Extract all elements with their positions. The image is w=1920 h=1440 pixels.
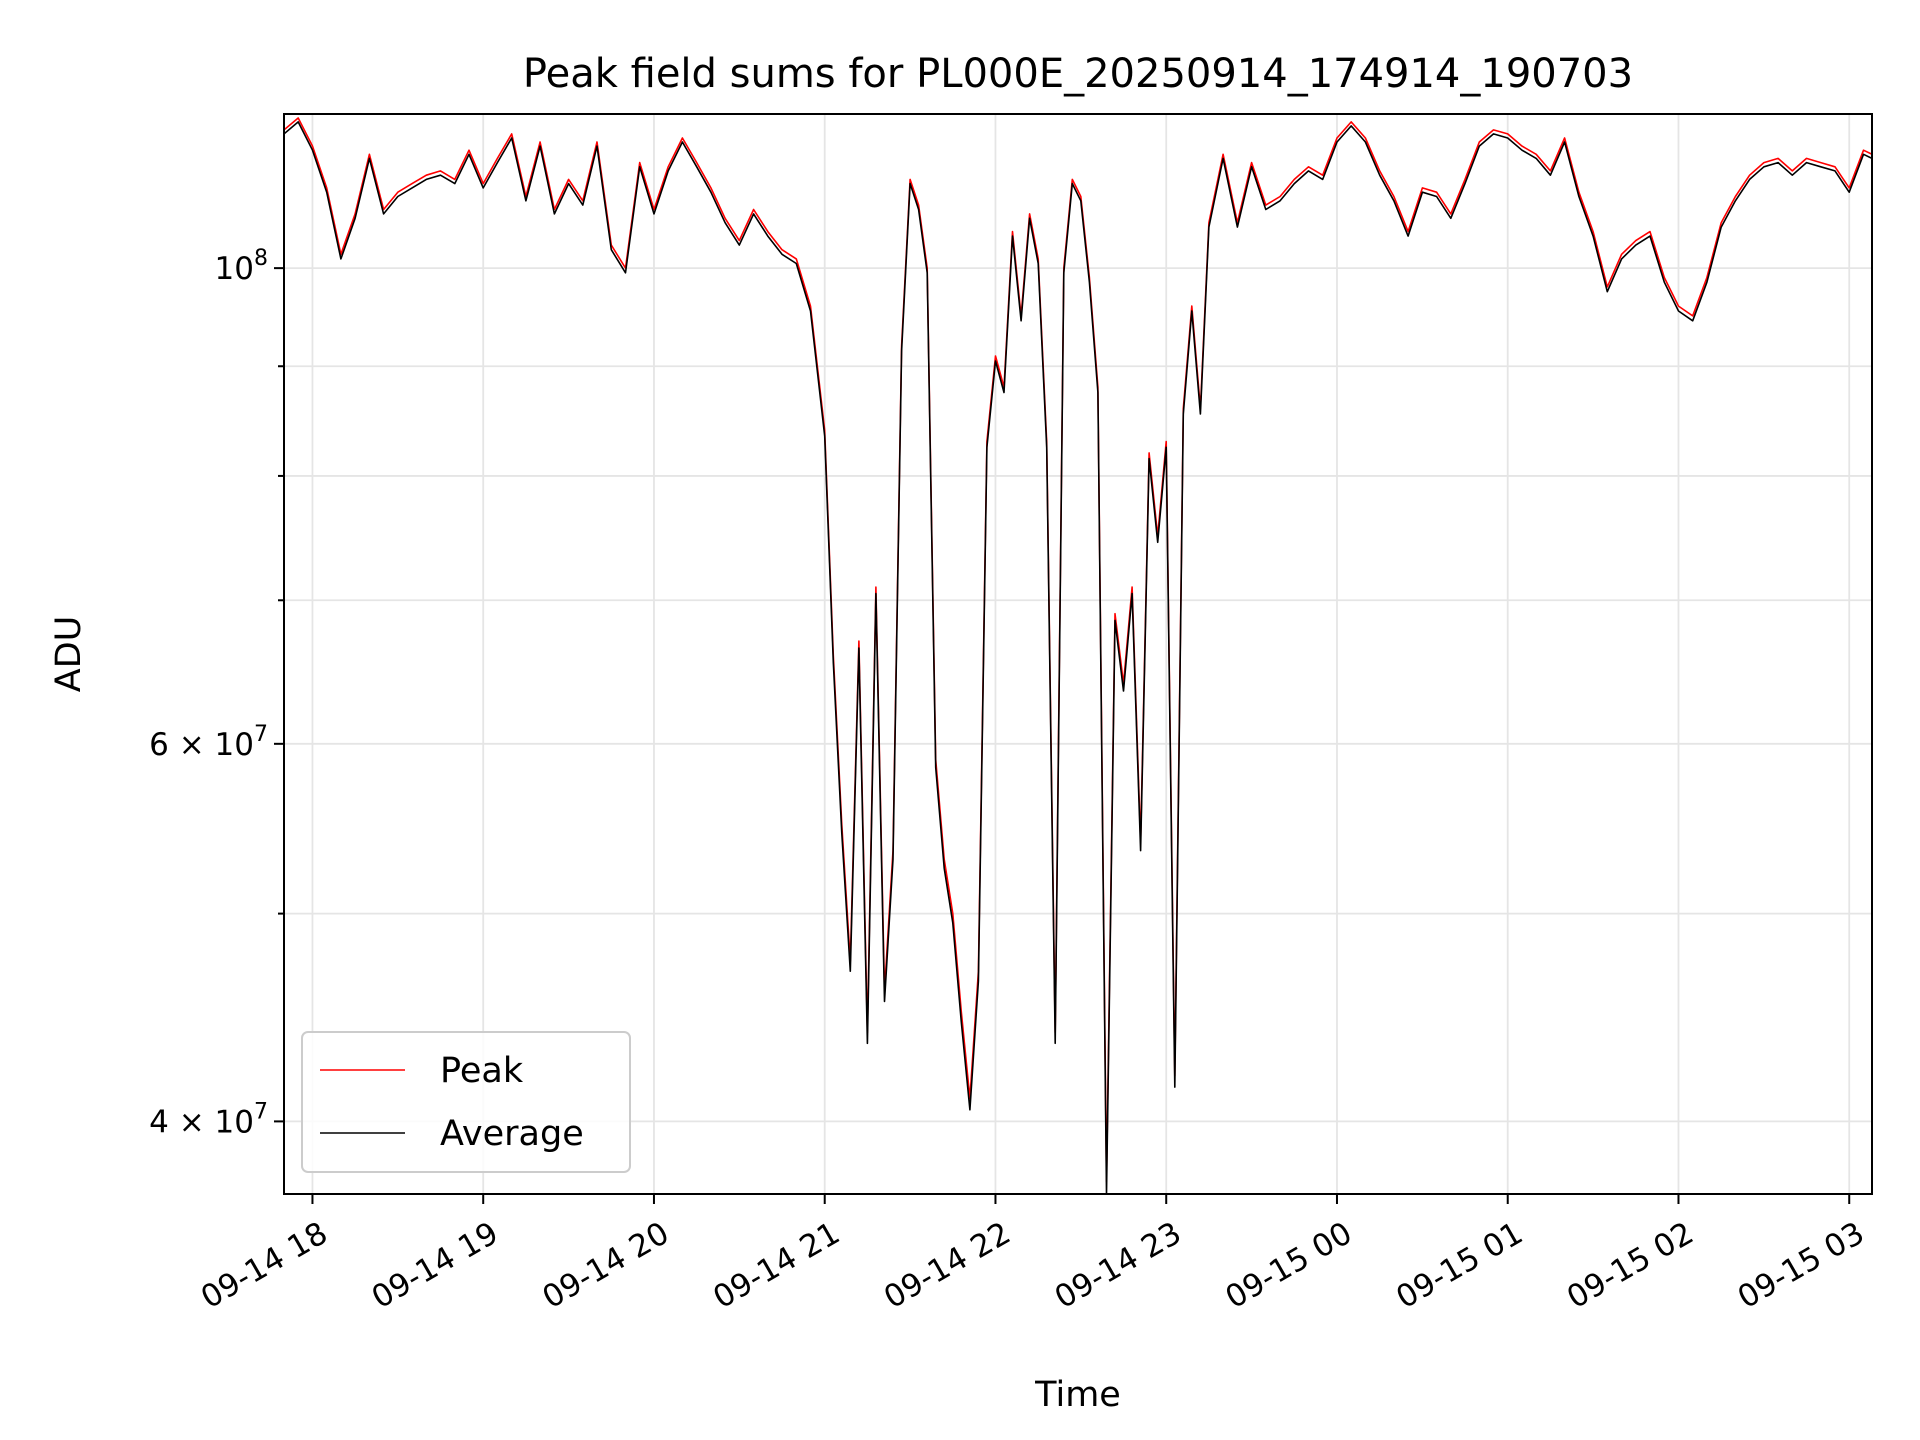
y-axis-label: ADU bbox=[49, 616, 89, 693]
x-tick-label: 09-15 01 bbox=[1390, 1215, 1529, 1316]
legend-label-average: Average bbox=[440, 1114, 584, 1154]
chart-title: Peak field sums for PL000E_20250914_1749… bbox=[523, 51, 1633, 97]
x-tick-label: 09-14 20 bbox=[536, 1215, 675, 1316]
series-line-average bbox=[284, 121, 1872, 1194]
y-tick-label: 6 × 107 bbox=[149, 722, 268, 763]
grid bbox=[284, 114, 1872, 1194]
x-tick-label: 09-14 18 bbox=[195, 1215, 334, 1316]
x-tick-label: 09-14 22 bbox=[878, 1215, 1017, 1316]
x-axis-ticks: 09-14 18 09-14 19 09-14 20 09-14 21 09-14 22… bbox=[195, 1194, 1870, 1316]
x-axis-label: Time bbox=[1034, 1375, 1121, 1415]
series-lines bbox=[284, 117, 1872, 1194]
y-axis-ticks: 108 6 × 107 4 × 107 bbox=[149, 246, 284, 1140]
y-tick-label: 4 × 107 bbox=[149, 1099, 268, 1140]
x-tick-label: 09-15 02 bbox=[1561, 1215, 1700, 1316]
plot-area-frame bbox=[283, 113, 1873, 1195]
legend: Peak Average bbox=[301, 1031, 631, 1173]
y-tick-label: 108 bbox=[215, 246, 268, 287]
x-tick-label: 09-15 00 bbox=[1219, 1215, 1358, 1316]
series-line-peak bbox=[284, 117, 1872, 1183]
x-tick-label: 09-14 21 bbox=[707, 1215, 846, 1316]
legend-label-peak: Peak bbox=[440, 1051, 524, 1091]
x-tick-label: 09-14 19 bbox=[366, 1215, 505, 1316]
x-tick-label: 09-15 03 bbox=[1732, 1215, 1871, 1316]
legend-box bbox=[301, 1031, 631, 1173]
x-tick-label: 09-14 23 bbox=[1049, 1215, 1188, 1316]
